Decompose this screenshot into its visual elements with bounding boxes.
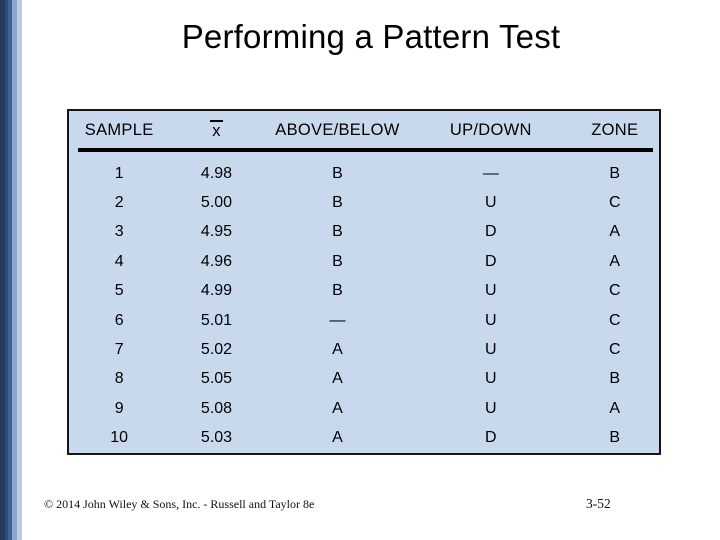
slide-number: 3-52 bbox=[586, 496, 611, 511]
stripe-darkest-navy bbox=[0, 0, 5, 540]
table-cell: D bbox=[485, 429, 497, 447]
stripe-pale-blue bbox=[17, 0, 22, 540]
table-cell: B bbox=[609, 164, 621, 182]
table-cell: B bbox=[332, 194, 343, 212]
table-cell: 9 bbox=[114, 399, 124, 417]
table-cell: 1 bbox=[114, 164, 124, 182]
table-row: 5 4.99 B U C bbox=[69, 277, 659, 306]
table-cell: — bbox=[329, 311, 346, 329]
table-cell: U bbox=[485, 341, 497, 359]
table-cell: B bbox=[332, 223, 343, 241]
col-header-sample: SAMPLE bbox=[84, 120, 154, 139]
table-cell: C bbox=[608, 282, 621, 300]
table-cell: U bbox=[485, 311, 497, 329]
table-cell: — bbox=[482, 164, 499, 182]
pattern-test-table: SAMPLE x ABOVE/BELOW UP/DOWN ZONE 1 4.98 B… bbox=[67, 109, 661, 455]
table-cell: 4.95 bbox=[200, 223, 233, 241]
col-header-above-below: ABOVE/BELOW bbox=[275, 120, 400, 139]
left-stripe-decoration bbox=[0, 0, 22, 540]
table-cell: C bbox=[608, 311, 621, 329]
table-cell: C bbox=[608, 341, 621, 359]
table-cell: U bbox=[485, 399, 497, 417]
table-cell: B bbox=[332, 164, 343, 182]
table-row: 1 4.98 B — B bbox=[69, 159, 659, 188]
table-row: 4 4.96 B D A bbox=[69, 247, 659, 276]
table-cell: U bbox=[485, 194, 497, 212]
table-cell: 6 bbox=[114, 311, 124, 329]
table-cell: A bbox=[609, 223, 621, 241]
table-cell: 7 bbox=[114, 341, 124, 359]
table-body: 1 4.98 B — B 2 5.00 B U C 3 4.95 B D A 4 4.96 B D A 5 4.99 B U C… bbox=[69, 159, 659, 453]
table-cell: 4 bbox=[114, 252, 124, 270]
table-row: 9 5.08 A U A bbox=[69, 394, 659, 423]
table-cell: 5.00 bbox=[200, 194, 233, 212]
table-row: 3 4.95 B D A bbox=[69, 218, 659, 247]
table-cell: 4.96 bbox=[200, 252, 233, 270]
table-cell: D bbox=[485, 223, 497, 241]
table-cell: U bbox=[485, 282, 497, 300]
table-cell: 5.01 bbox=[200, 311, 233, 329]
col-header-zone: ZONE bbox=[591, 120, 639, 139]
table-cell: A bbox=[332, 429, 343, 447]
slide-title: Performing a Pattern Test bbox=[181, 18, 561, 55]
table-row: 6 5.01 — U C bbox=[69, 306, 659, 335]
table-cell: A bbox=[609, 399, 621, 417]
header-divider-rule bbox=[78, 148, 653, 152]
table-cell: 3 bbox=[114, 223, 124, 241]
col-header-xbar: x bbox=[169, 111, 263, 159]
table-row: 10 5.03 A D B bbox=[69, 424, 659, 453]
table-cell: 4.98 bbox=[200, 164, 233, 182]
table-cell: 5 bbox=[114, 282, 124, 300]
stripe-dark-navy bbox=[5, 0, 8, 540]
table-cell: A bbox=[609, 252, 621, 270]
table-cell: D bbox=[485, 252, 497, 270]
table-cell: A bbox=[332, 399, 343, 417]
table-cell: 10 bbox=[110, 429, 129, 447]
stripe-medium-blue bbox=[8, 0, 12, 540]
table-header: SAMPLE x ABOVE/BELOW UP/DOWN ZONE bbox=[69, 111, 659, 159]
table-cell: B bbox=[609, 429, 621, 447]
table-cell: 5.03 bbox=[200, 429, 233, 447]
table-cell: 5.08 bbox=[200, 399, 233, 417]
stripe-light-blue bbox=[12, 0, 17, 540]
table-cell: 5.02 bbox=[200, 341, 233, 359]
table-cell: A bbox=[332, 341, 343, 359]
table-cell: 4.99 bbox=[200, 282, 233, 300]
pattern-table: SAMPLE x ABOVE/BELOW UP/DOWN ZONE 1 4.98 B… bbox=[69, 111, 659, 453]
table-row: 2 5.00 B U C bbox=[69, 188, 659, 217]
table-cell: B bbox=[609, 370, 621, 388]
table-header-row: SAMPLE x ABOVE/BELOW UP/DOWN ZONE bbox=[69, 111, 659, 159]
xbar-symbol: x bbox=[210, 119, 223, 140]
table-cell: A bbox=[332, 370, 343, 388]
table-cell: 5.05 bbox=[200, 370, 233, 388]
table-row: 7 5.02 A U C bbox=[69, 335, 659, 364]
table-cell: U bbox=[485, 370, 497, 388]
table-cell: B bbox=[332, 282, 343, 300]
table-cell: B bbox=[332, 252, 343, 270]
table-cell: C bbox=[608, 194, 621, 212]
copyright-text: © 2014 John Wiley & Sons, Inc. - Russell… bbox=[44, 497, 315, 511]
col-header-up-down: UP/DOWN bbox=[449, 120, 532, 139]
table-row: 8 5.05 A U B bbox=[69, 365, 659, 394]
table-cell: 8 bbox=[114, 370, 124, 388]
table-cell: 2 bbox=[114, 194, 124, 212]
